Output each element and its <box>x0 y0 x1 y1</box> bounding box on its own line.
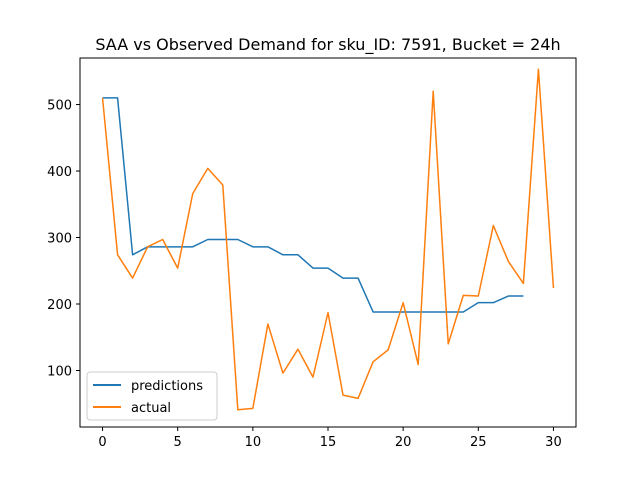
x-tick-label: 10 <box>245 435 262 450</box>
x-tick-label: 5 <box>174 435 182 450</box>
x-tick-label: 0 <box>98 435 106 450</box>
y-tick-label: 200 <box>47 298 72 313</box>
plot-area: 0 5 10 15 20 25 30 100 200 300 400 500 <box>47 68 562 450</box>
y-tick-label: 400 <box>47 165 72 180</box>
chart-title: SAA vs Observed Demand for sku_ID: 7591,… <box>95 35 560 55</box>
x-tick-label: 20 <box>395 435 412 450</box>
series-line-actual <box>101 68 555 411</box>
x-tick-label: 15 <box>320 435 337 450</box>
y-tick-label: 300 <box>47 232 72 247</box>
legend: predictions actual <box>86 371 218 421</box>
x-tick-label: 25 <box>470 435 487 450</box>
legend-label-predictions: predictions <box>131 379 203 394</box>
y-tick-label: 100 <box>47 364 72 379</box>
plot-frame <box>79 57 577 428</box>
x-tick-label: 30 <box>545 435 562 450</box>
legend-label-actual: actual <box>131 401 171 416</box>
y-tick-label: 500 <box>47 99 72 114</box>
series-line-predictions <box>102 97 524 313</box>
